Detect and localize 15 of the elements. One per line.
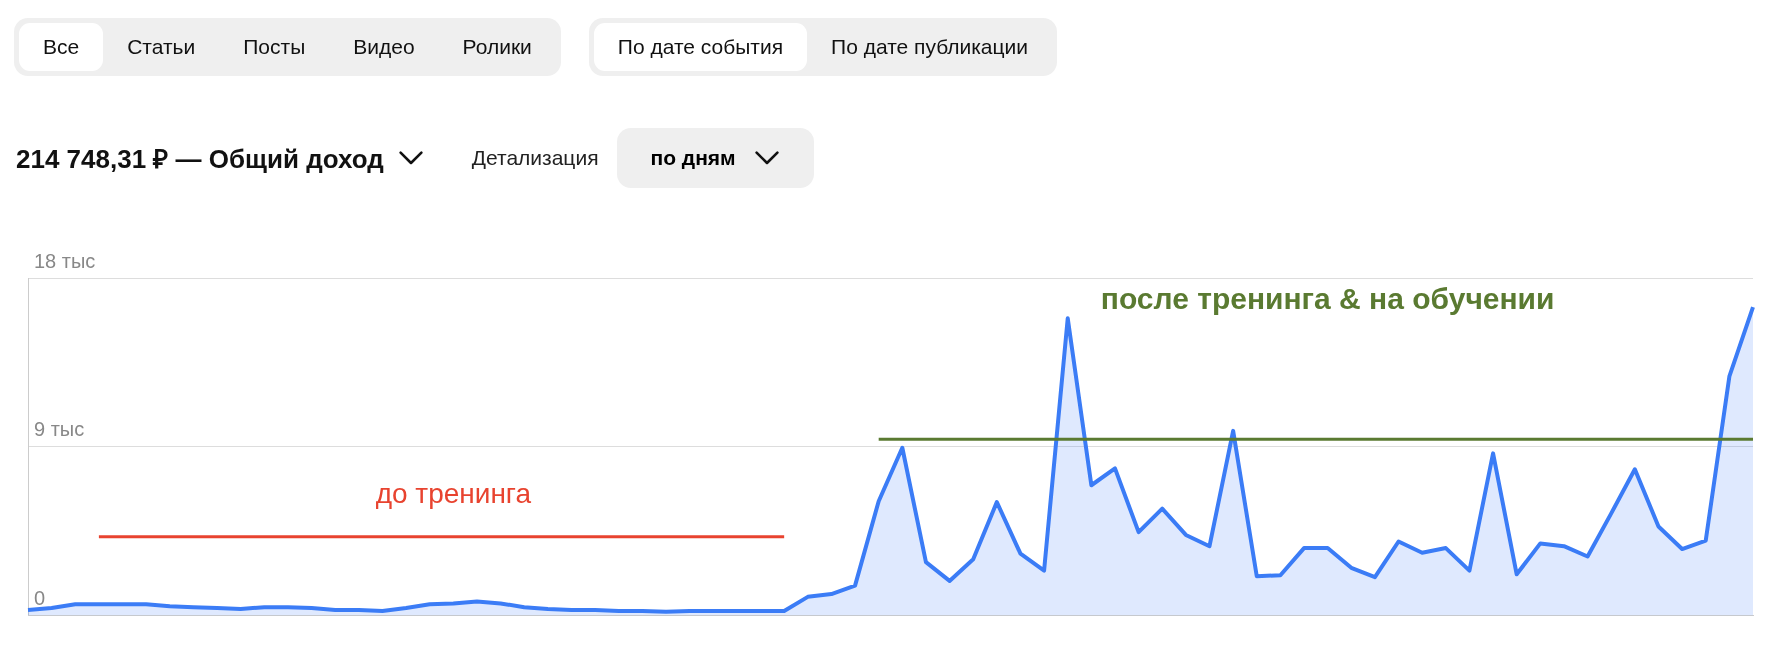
series-label: до тренинга bbox=[375, 477, 532, 509]
text: Ролики bbox=[461, 34, 533, 60]
text: Видео bbox=[352, 34, 416, 60]
text: Статьи bbox=[126, 34, 197, 60]
text: после тренинга & на обучении bbox=[1100, 282, 1555, 316]
y-tick-label: 9 тыс bbox=[34, 418, 85, 441]
y-tick-label: 18 тыс bbox=[34, 249, 96, 272]
chart-title: 214 748,31 ₽ — Общий доход bbox=[16, 143, 384, 176]
text: По дате события bbox=[593, 23, 808, 71]
text: Детализация bbox=[471, 146, 599, 170]
text: Посты bbox=[242, 34, 307, 60]
text: По дате публикации bbox=[830, 34, 1030, 60]
text: Все bbox=[19, 23, 104, 71]
text: по дням bbox=[650, 146, 736, 170]
y-tick-label: 0 bbox=[34, 587, 46, 610]
